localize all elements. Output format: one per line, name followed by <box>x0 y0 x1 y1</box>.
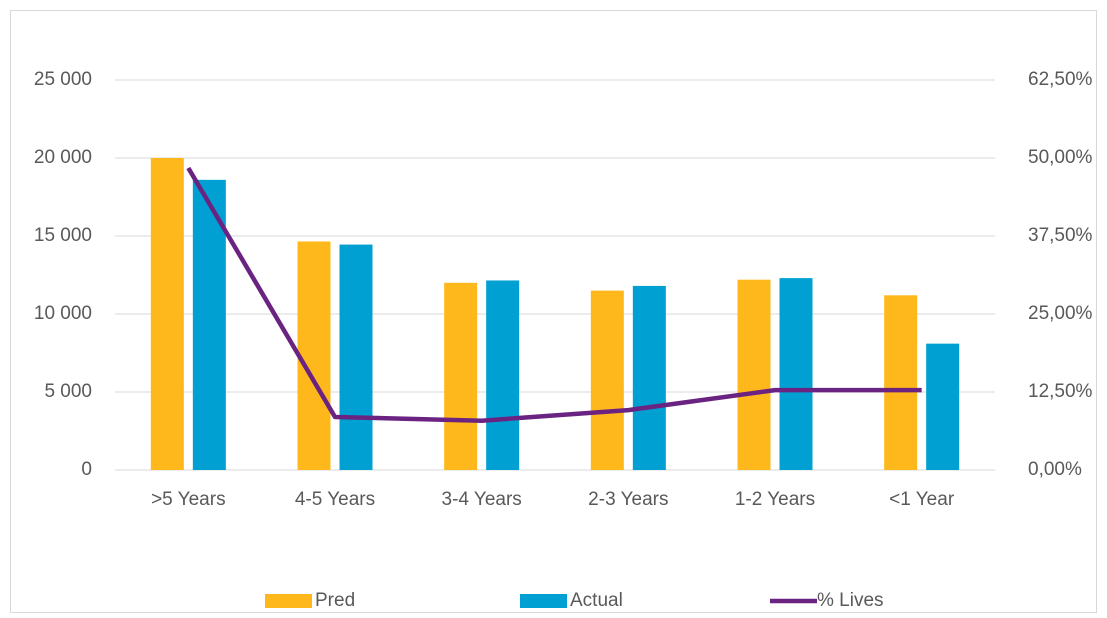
bar <box>926 343 960 470</box>
legend-swatch <box>520 594 567 608</box>
bar <box>632 285 666 470</box>
y-tick-label: 20 000 <box>34 147 92 168</box>
x-tick-label: <1 Year <box>889 489 955 510</box>
bar <box>192 179 226 470</box>
bar <box>444 282 478 470</box>
y2-tick-label: 25,00% <box>1028 303 1093 324</box>
y2-tick-label: 12,50% <box>1028 381 1093 402</box>
y2-tick-label: 37,50% <box>1028 225 1093 246</box>
x-tick-label: >5 Years <box>151 489 226 510</box>
y-tick-label: 10 000 <box>34 303 92 324</box>
y2-tick-label: 62,50% <box>1028 69 1093 90</box>
y-tick-label: 0 <box>81 459 92 480</box>
y-tick-label: 5 000 <box>44 381 92 402</box>
bar <box>884 295 918 470</box>
legend-label: Pred <box>315 590 355 611</box>
x-tick-label: 3-4 Years <box>442 489 522 510</box>
bar <box>297 241 331 470</box>
line <box>186 166 922 423</box>
bar <box>737 279 771 470</box>
bar <box>590 290 624 470</box>
bar <box>779 278 813 470</box>
y-tick-label: 25 000 <box>34 69 92 90</box>
y2-tick-label: 50,00% <box>1028 147 1093 168</box>
bar <box>486 280 520 470</box>
y2-tick-label: 0,00% <box>1028 459 1082 480</box>
legend-label: % Lives <box>817 590 884 611</box>
x-tick-label: 4-5 Years <box>295 489 375 510</box>
bar <box>150 158 184 470</box>
x-tick-label: 2-3 Years <box>588 489 668 510</box>
x-tick-label: 1-2 Years <box>735 489 815 510</box>
y-tick-label: 15 000 <box>34 225 92 246</box>
bar <box>339 244 373 470</box>
legend-label: Actual <box>570 590 623 611</box>
legend-swatch <box>265 594 312 608</box>
